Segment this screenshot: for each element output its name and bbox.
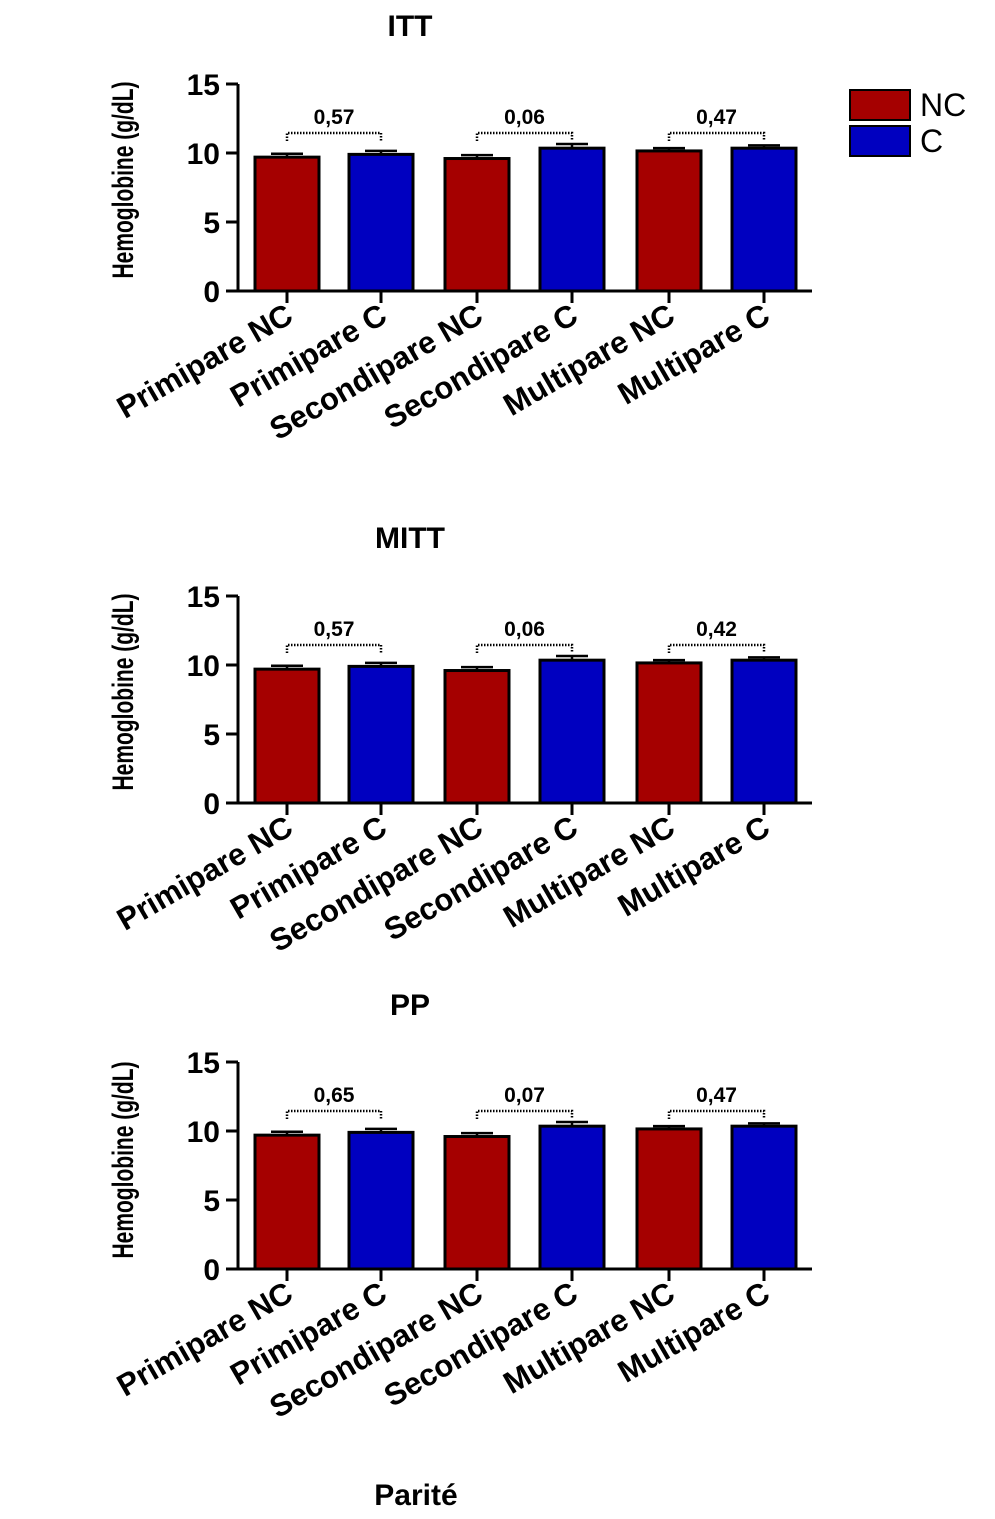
bar	[347, 664, 415, 805]
bar	[443, 157, 511, 293]
bar	[538, 658, 606, 805]
bar	[253, 1133, 321, 1271]
y-tick-label: 10	[187, 1116, 220, 1149]
y-axis-label: Hemoglobine (g/dL)	[108, 81, 140, 278]
bar	[538, 1124, 606, 1271]
y-tick-label: 5	[203, 207, 220, 240]
bar	[635, 1127, 703, 1271]
y-tick-label: 10	[187, 138, 220, 171]
bar	[730, 658, 798, 805]
y-tick-label: 0	[203, 276, 220, 309]
y-tick-label: 15	[187, 1047, 220, 1080]
y-tick-label: 10	[187, 650, 220, 683]
p-value-bracket	[285, 131, 383, 141]
y-tick-label: 5	[203, 719, 220, 752]
legend: NC C	[849, 87, 966, 159]
legend-swatch-c	[849, 125, 911, 157]
p-value-bracket	[667, 1109, 766, 1119]
chart-title: ITT	[388, 10, 433, 43]
p-value-label: 0,57	[314, 106, 355, 129]
p-value-label: 0,06	[504, 106, 545, 129]
bar	[253, 667, 321, 805]
p-value-label: 0,06	[504, 618, 545, 641]
bar	[635, 149, 703, 293]
p-value-bracket	[667, 131, 766, 141]
bar	[443, 669, 511, 805]
x-axis-title: Parité	[374, 1479, 457, 1512]
legend-label-c: C	[920, 123, 943, 159]
p-value-label: 0,65	[314, 1084, 355, 1107]
p-value-bracket	[475, 1109, 574, 1119]
bar	[443, 1135, 511, 1271]
p-value-bracket	[475, 131, 574, 141]
chart-title: PP	[390, 989, 430, 1022]
p-value-label: 0,57	[314, 618, 355, 641]
bar	[347, 1130, 415, 1271]
y-axis-label: Hemoglobine (g/dL)	[108, 1061, 140, 1258]
y-tick-label: 0	[203, 1254, 220, 1287]
p-value-bracket	[285, 643, 383, 653]
legend-label-nc: NC	[920, 87, 966, 123]
bar	[730, 146, 798, 293]
p-value-label: 0,47	[696, 106, 737, 129]
y-tick-label: 0	[203, 788, 220, 821]
legend-swatch-nc	[849, 89, 911, 121]
chart-panel-mitt: MITT Hemoglobine (g/dL) 051015Primipare …	[108, 522, 812, 959]
y-tick-label: 15	[187, 69, 220, 102]
bar	[635, 661, 703, 805]
p-value-label: 0,42	[696, 618, 737, 641]
p-value-label: 0,47	[696, 1084, 737, 1107]
y-tick-label: 15	[187, 581, 220, 614]
y-axis-label: Hemoglobine (g/dL)	[108, 593, 140, 790]
p-value-bracket	[667, 643, 766, 653]
p-value-label: 0,07	[504, 1084, 545, 1107]
p-value-bracket	[475, 643, 574, 653]
bar	[253, 155, 321, 293]
bar	[730, 1124, 798, 1271]
chart-title: MITT	[375, 522, 445, 555]
y-tick-label: 5	[203, 1185, 220, 1218]
bar	[347, 152, 415, 293]
bar	[538, 146, 606, 293]
p-value-bracket	[285, 1109, 383, 1119]
